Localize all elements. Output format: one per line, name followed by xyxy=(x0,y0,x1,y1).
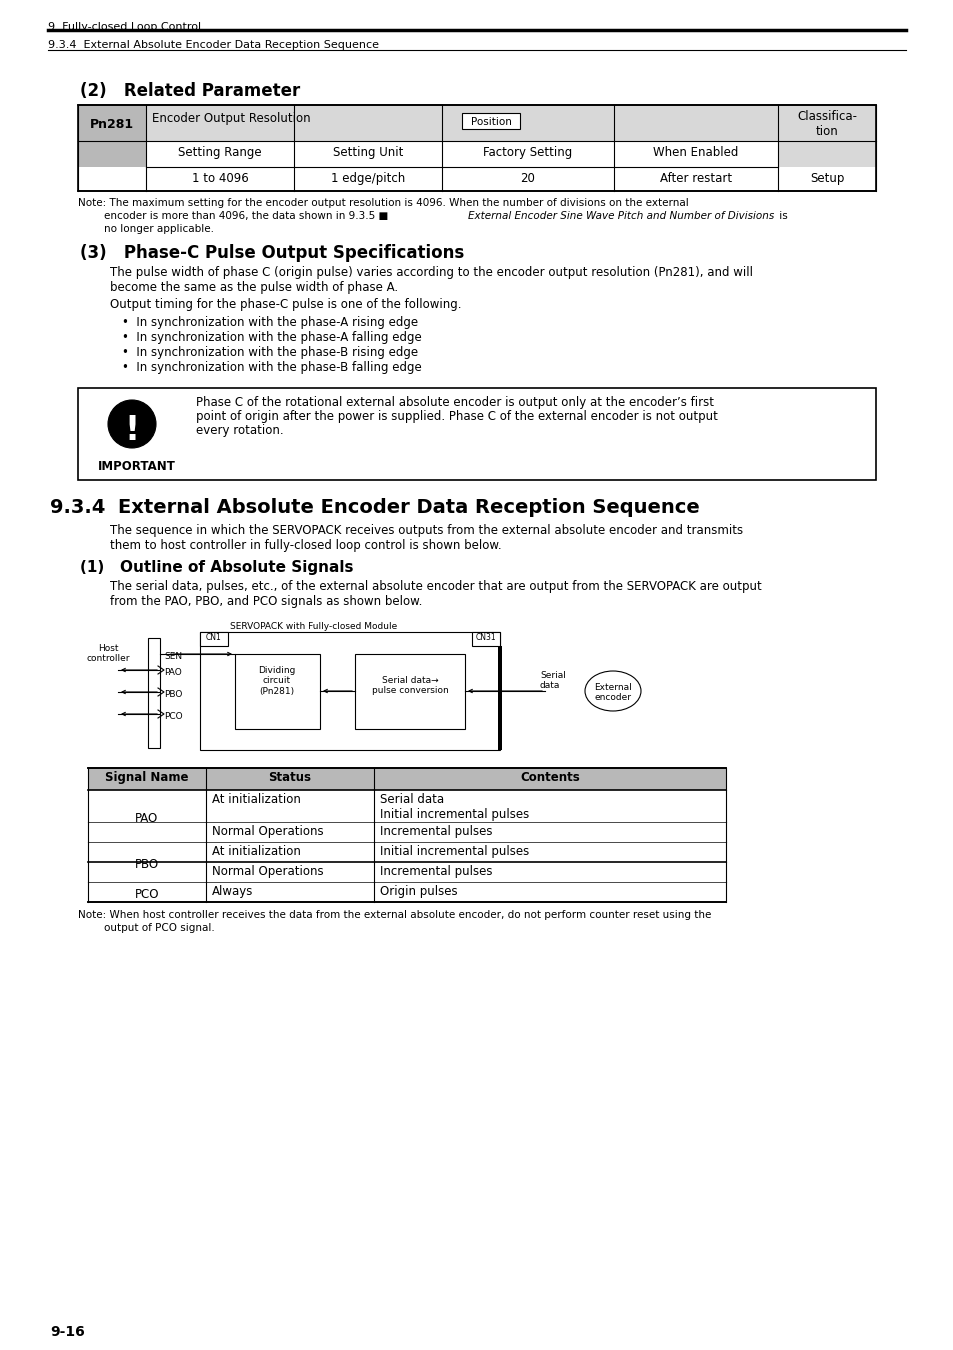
Bar xyxy=(88,882,725,902)
Text: •  In synchronization with the phase-A rising edge: • In synchronization with the phase-A ri… xyxy=(122,316,417,329)
Bar xyxy=(88,768,725,790)
Bar xyxy=(148,639,160,748)
Text: PBO: PBO xyxy=(134,859,159,871)
Text: Origin pulses: Origin pulses xyxy=(379,886,457,898)
Bar xyxy=(78,105,146,167)
Text: Serial data→
pulse conversion: Serial data→ pulse conversion xyxy=(372,676,448,695)
Text: PCO: PCO xyxy=(164,711,182,721)
Bar xyxy=(234,653,319,729)
Text: SEN: SEN xyxy=(164,652,182,662)
Text: At initialization: At initialization xyxy=(212,845,300,859)
Text: Normal Operations: Normal Operations xyxy=(212,865,323,878)
Text: 20: 20 xyxy=(520,171,535,185)
Text: encoder is more than 4096, the data shown in 9.3.5 ■: encoder is more than 4096, the data show… xyxy=(78,211,391,221)
Text: (1)   Outline of Absolute Signals: (1) Outline of Absolute Signals xyxy=(80,560,354,575)
Text: Incremental pulses: Incremental pulses xyxy=(379,865,492,878)
Text: Position: Position xyxy=(470,117,511,127)
Circle shape xyxy=(108,400,156,448)
Text: IMPORTANT: IMPORTANT xyxy=(98,460,175,472)
Bar xyxy=(88,842,725,863)
Ellipse shape xyxy=(584,671,640,711)
Text: 1 to 4096: 1 to 4096 xyxy=(192,171,248,185)
Text: •  In synchronization with the phase-B rising edge: • In synchronization with the phase-B ri… xyxy=(122,346,417,359)
Text: 9  Fully-closed Loop Control: 9 Fully-closed Loop Control xyxy=(48,22,201,32)
Text: PBO: PBO xyxy=(164,690,182,699)
Text: Note: The maximum setting for the encoder output resolution is 4096. When the nu: Note: The maximum setting for the encode… xyxy=(78,198,688,208)
Text: When Enabled: When Enabled xyxy=(653,146,738,159)
Text: Signal Name: Signal Name xyxy=(105,771,189,784)
Text: External Encoder Sine Wave Pitch and Number of Divisions: External Encoder Sine Wave Pitch and Num… xyxy=(468,211,774,221)
Bar xyxy=(461,113,519,130)
Text: is: is xyxy=(775,211,787,221)
Bar xyxy=(472,632,499,647)
Text: Initial incremental pulses: Initial incremental pulses xyxy=(379,845,529,859)
Text: Serial
data: Serial data xyxy=(539,671,565,690)
Text: CN1: CN1 xyxy=(206,633,222,643)
Text: Encoder Output Resolution: Encoder Output Resolution xyxy=(152,112,311,126)
Text: External
encoder: External encoder xyxy=(594,683,631,702)
Text: output of PCO signal.: output of PCO signal. xyxy=(78,923,214,933)
Text: After restart: After restart xyxy=(659,171,731,185)
Text: Serial data
Initial incremental pulses: Serial data Initial incremental pulses xyxy=(379,792,529,821)
Text: Pn281: Pn281 xyxy=(90,119,134,131)
Text: Setup: Setup xyxy=(809,171,843,185)
Bar xyxy=(78,105,875,190)
Text: PAO: PAO xyxy=(164,668,182,676)
Text: At initialization: At initialization xyxy=(212,792,300,806)
Text: Contents: Contents xyxy=(519,771,579,784)
Text: point of origin after the power is supplied. Phase C of the external encoder is : point of origin after the power is suppl… xyxy=(195,410,717,423)
Bar xyxy=(200,632,499,751)
Text: Status: Status xyxy=(268,771,312,784)
Bar xyxy=(497,647,501,751)
Text: (2)   Related Parameter: (2) Related Parameter xyxy=(80,82,300,100)
Text: Note: When host controller receives the data from the external absolute encoder,: Note: When host controller receives the … xyxy=(78,910,711,919)
Text: Incremental pulses: Incremental pulses xyxy=(379,825,492,838)
Text: Output timing for the phase-C pulse is one of the following.: Output timing for the phase-C pulse is o… xyxy=(110,298,461,311)
Bar xyxy=(88,822,725,842)
Text: !: ! xyxy=(124,414,139,447)
Text: •  In synchronization with the phase-A falling edge: • In synchronization with the phase-A fa… xyxy=(122,331,421,344)
Text: Setting Unit: Setting Unit xyxy=(333,146,403,159)
Bar xyxy=(88,863,725,882)
Text: 1 edge/pitch: 1 edge/pitch xyxy=(331,171,405,185)
Text: (3)   Phase-C Pulse Output Specifications: (3) Phase-C Pulse Output Specifications xyxy=(80,244,464,262)
Bar xyxy=(355,653,464,729)
Text: External Absolute Encoder Data Reception Sequence: External Absolute Encoder Data Reception… xyxy=(118,498,699,517)
Bar xyxy=(200,632,228,647)
Text: Host
controller: Host controller xyxy=(86,644,130,663)
Text: The serial data, pulses, etc., of the external absolute encoder that are output : The serial data, pulses, etc., of the ex… xyxy=(110,580,760,608)
Text: PAO: PAO xyxy=(135,811,158,825)
Text: CN31: CN31 xyxy=(476,633,496,643)
Text: 9-16: 9-16 xyxy=(50,1324,85,1339)
Bar xyxy=(78,387,875,481)
Bar xyxy=(88,790,725,822)
Text: Setting Range: Setting Range xyxy=(178,146,261,159)
Text: 9.3.4: 9.3.4 xyxy=(50,498,105,517)
Text: Normal Operations: Normal Operations xyxy=(212,825,323,838)
Text: The sequence in which the SERVOPACK receives outputs from the external absolute : The sequence in which the SERVOPACK rece… xyxy=(110,524,742,552)
Text: Phase C of the rotational external absolute encoder is output only at the encode: Phase C of the rotational external absol… xyxy=(195,396,713,409)
Text: Dividing
circuit
(Pn281): Dividing circuit (Pn281) xyxy=(258,666,295,695)
Text: Factory Setting: Factory Setting xyxy=(483,146,572,159)
Text: PCO: PCO xyxy=(134,888,159,900)
Text: The pulse width of phase C (origin pulse) varies according to the encoder output: The pulse width of phase C (origin pulse… xyxy=(110,266,752,294)
Text: no longer applicable.: no longer applicable. xyxy=(78,224,213,234)
Text: Always: Always xyxy=(212,886,253,898)
Text: every rotation.: every rotation. xyxy=(195,424,283,437)
Text: SERVOPACK with Fully-closed Module: SERVOPACK with Fully-closed Module xyxy=(230,622,396,630)
Bar xyxy=(146,105,778,140)
Bar xyxy=(778,105,875,167)
Text: •  In synchronization with the phase-B falling edge: • In synchronization with the phase-B fa… xyxy=(122,360,421,374)
Text: Classifica-
tion: Classifica- tion xyxy=(796,109,856,138)
Text: 9.3.4  External Absolute Encoder Data Reception Sequence: 9.3.4 External Absolute Encoder Data Rec… xyxy=(48,40,378,50)
